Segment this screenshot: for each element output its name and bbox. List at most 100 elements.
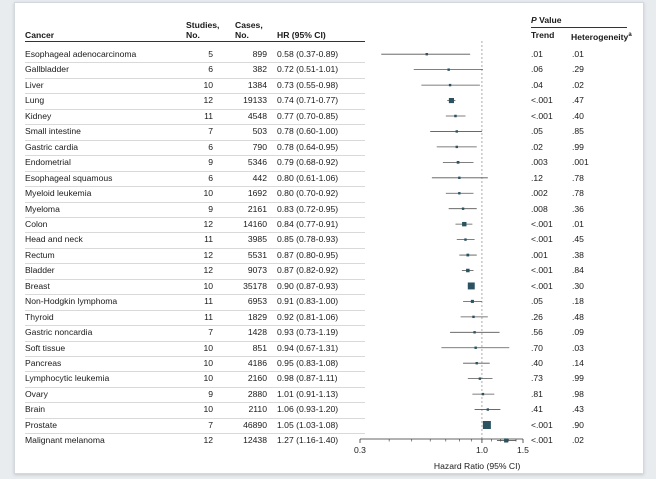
row-divider — [25, 402, 365, 404]
cell-studies: 10 — [203, 188, 213, 199]
row-divider — [25, 170, 365, 172]
cell-cancer: Pancreas — [25, 358, 62, 368]
hr-point-marker — [467, 282, 475, 290]
cell-hr: 1.01 (0.91-1.13) — [277, 388, 339, 399]
cell-cases: 1384 — [247, 79, 267, 90]
header-cases-line1: Cases, — [235, 20, 263, 30]
cell-hr: 0.93 (0.73-1.19) — [277, 327, 339, 338]
row-divider — [25, 263, 365, 265]
x-tick-label: 0.3 — [354, 445, 366, 455]
cell-cancer: Rectum — [25, 249, 55, 260]
header-cancer: Cancer — [25, 30, 55, 40]
cell-heterogeneity: .02 — [572, 79, 584, 90]
cell-cases: 6953 — [247, 296, 267, 307]
hr-point-marker — [462, 221, 467, 227]
cell-studies: 12 — [203, 95, 213, 106]
cell-trend: <.001 — [531, 280, 553, 291]
cell-trend: .04 — [531, 79, 543, 90]
cell-hr: 0.95 (0.83-1.08) — [277, 358, 339, 368]
cell-studies: 12 — [203, 249, 213, 260]
cell-cancer: Myeloid leukemia — [25, 188, 92, 199]
cell-cancer: Prostate — [25, 419, 58, 430]
cell-hr: 0.77 (0.70-0.85) — [277, 110, 339, 121]
cell-hr: 0.92 (0.81-1.06) — [277, 311, 339, 322]
cell-trend: .81 — [531, 388, 543, 399]
row-divider — [25, 124, 365, 126]
cell-cancer: Malignant melanoma — [25, 435, 105, 446]
cell-heterogeneity: .09 — [572, 327, 584, 338]
row-divider — [25, 93, 365, 95]
cell-trend: .008 — [531, 203, 548, 214]
cell-hr: 0.74 (0.71-0.77) — [277, 95, 339, 106]
hr-point-marker — [475, 362, 478, 365]
hr-point-marker — [473, 331, 476, 334]
cell-cancer: Bladder — [25, 265, 55, 276]
cell-cases: 790 — [252, 141, 267, 152]
cell-heterogeneity: .99 — [572, 141, 584, 152]
cell-cases: 382 — [252, 64, 267, 75]
cell-studies: 9 — [208, 203, 213, 214]
cell-studies: 5 — [208, 49, 213, 59]
cell-studies: 10 — [203, 280, 213, 291]
header-heterogeneity-text: Heterogeneity — [571, 31, 629, 42]
header-heterogeneity-sup: a — [628, 32, 632, 38]
row-divider — [25, 216, 365, 218]
cell-hr: 0.90 (0.87-0.93) — [277, 280, 339, 291]
header-hr: HR (95% CI) — [277, 30, 326, 40]
cell-trend: <.001 — [531, 110, 553, 121]
cell-trend: .56 — [531, 327, 543, 338]
table-header-rule — [25, 41, 365, 42]
cell-hr: 0.84 (0.77-0.91) — [277, 218, 339, 229]
hr-point-marker — [486, 408, 490, 411]
cell-cancer: Endometrial — [25, 157, 71, 168]
cell-cancer: Breast — [25, 280, 50, 291]
cell-heterogeneity: .43 — [572, 404, 584, 415]
cell-hr: 0.78 (0.64-0.95) — [277, 141, 339, 152]
cell-heterogeneity: .18 — [572, 296, 584, 307]
hr-point-marker — [474, 346, 477, 349]
hr-point-marker — [448, 83, 452, 87]
cell-trend: .05 — [531, 296, 543, 307]
cell-cancer: Myeloma — [25, 203, 60, 214]
cell-cases: 2161 — [247, 203, 267, 214]
cell-heterogeneity: .01 — [572, 49, 584, 59]
header-pvalue: P Value — [531, 15, 562, 25]
cell-cancer: Colon — [25, 218, 48, 229]
cell-cases: 1428 — [247, 327, 267, 338]
row-divider — [25, 77, 365, 79]
cell-trend: <.001 — [531, 419, 553, 430]
cell-cancer: Kidney — [25, 110, 52, 121]
cell-heterogeneity: .84 — [572, 265, 584, 276]
cell-studies: 12 — [203, 265, 213, 276]
cell-heterogeneity: .03 — [572, 342, 584, 353]
row-divider — [25, 386, 365, 388]
cell-cases: 4548 — [247, 110, 267, 121]
cell-studies: 6 — [208, 64, 213, 75]
hr-point-marker — [482, 421, 491, 429]
hr-point-marker — [456, 160, 460, 164]
hr-point-marker — [470, 299, 474, 303]
hr-point-marker — [455, 145, 458, 149]
hr-point-marker — [504, 438, 509, 443]
cell-studies: 9 — [208, 388, 213, 399]
cell-trend: <.001 — [531, 435, 553, 446]
cell-cancer: Thyroid — [25, 311, 54, 322]
cell-heterogeneity: .30 — [572, 280, 584, 291]
row-divider — [25, 325, 365, 327]
row-divider — [25, 232, 365, 234]
cell-studies: 11 — [204, 296, 213, 307]
hr-point-marker — [466, 268, 470, 273]
pvalue-header-rule — [531, 27, 627, 28]
hr-point-marker — [448, 97, 454, 104]
row-divider — [25, 108, 365, 110]
cell-hr: 1.05 (1.03-1.08) — [277, 419, 339, 430]
x-axis-label: Hazard Ratio (95% CI) — [433, 461, 521, 471]
x-tick-label: 1.0 — [476, 445, 488, 455]
hr-point-marker — [458, 192, 461, 195]
cell-heterogeneity: .001 — [572, 157, 589, 168]
hr-point-marker — [472, 315, 475, 319]
cell-heterogeneity: .02 — [572, 435, 584, 446]
cell-cases: 19133 — [243, 95, 267, 106]
cell-heterogeneity: .01 — [572, 218, 584, 229]
cell-cases: 2160 — [247, 373, 267, 384]
